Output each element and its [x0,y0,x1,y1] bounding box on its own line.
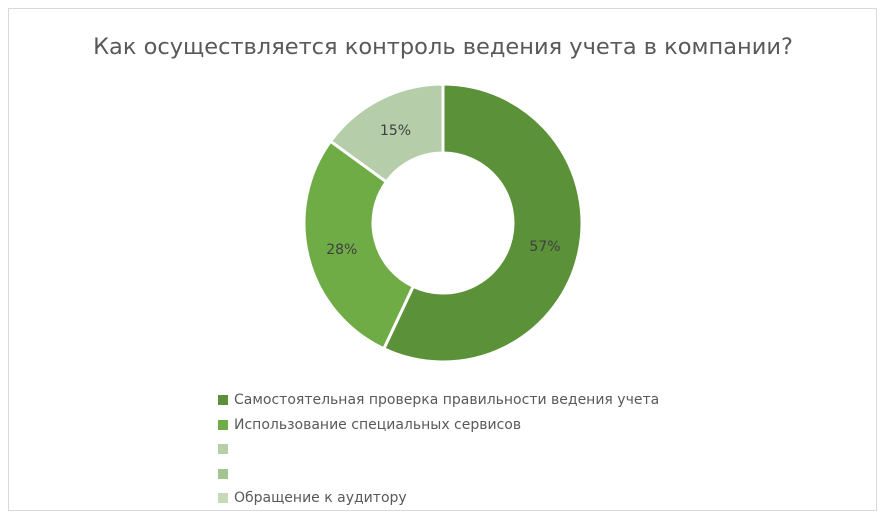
donut-slice [328,82,445,184]
chart-area [8,8,877,511]
legend-swatch [218,468,228,479]
legend-label: Обращение к аудитору [234,490,407,507]
data-label: 28% [326,242,357,258]
donut-slice [381,82,584,364]
legend-swatch [218,419,228,430]
legend-item [218,437,659,462]
data-label: 15% [380,123,411,139]
legend-label: Самостоятельная проверка правильности ве… [234,392,660,409]
legend-item: Обращение к аудитору [218,486,659,511]
legend-item: Использование специальных сервисов [218,413,659,438]
legend-item: Самостоятельная проверка правильности ве… [218,388,659,413]
legend-label: Использование специальных сервисов [234,416,522,433]
donut-slice [302,139,416,351]
data-label: 57% [529,239,560,255]
chart-title: Как осуществляется контроль ведения учет… [93,34,793,60]
legend-swatch [218,395,228,406]
legend: Самостоятельная проверка правильности ве… [218,388,659,511]
legend-swatch [218,493,228,504]
legend-swatch [218,444,228,455]
legend-item [218,462,659,487]
